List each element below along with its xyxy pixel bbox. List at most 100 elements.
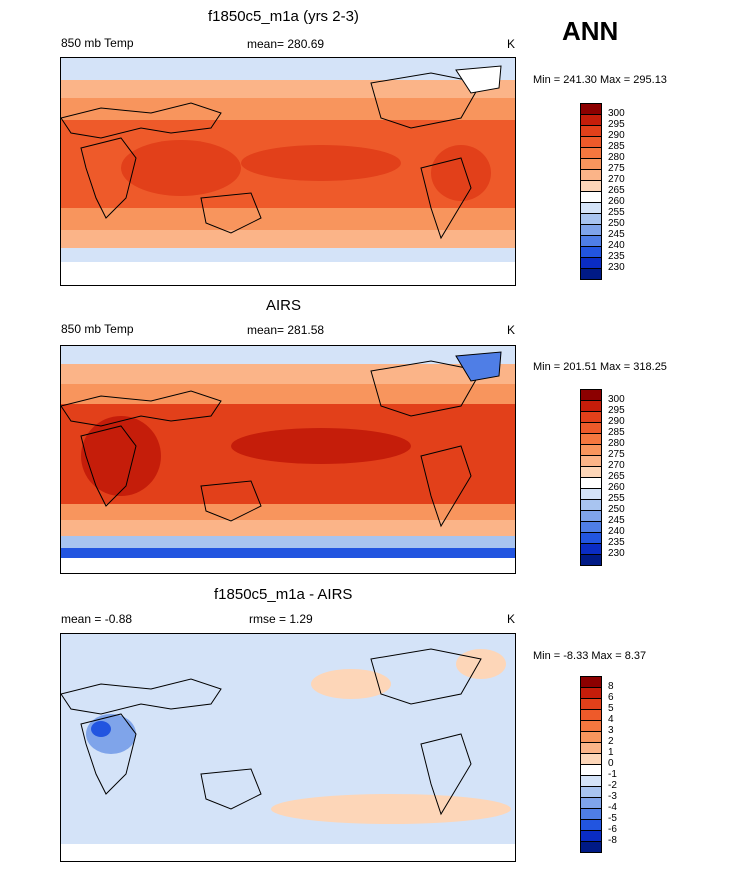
panel1-band-north-mid bbox=[61, 80, 515, 98]
panel3-coast-eurasia bbox=[61, 678, 222, 715]
panel1-variable-label: 850 mb Temp bbox=[61, 36, 134, 50]
colorbar-label: 275 bbox=[608, 449, 625, 460]
colorbar-label: 280 bbox=[608, 152, 625, 163]
colorbar-label: 290 bbox=[608, 416, 625, 427]
colorbar-label: -4 bbox=[608, 802, 617, 813]
panel2-greenland bbox=[455, 351, 502, 382]
panel2-map bbox=[60, 345, 516, 574]
colorbar-label: 6 bbox=[608, 692, 614, 703]
panel1-coast-eurasia bbox=[61, 102, 222, 139]
panel3-strong-negative-africa bbox=[91, 721, 111, 737]
panel3-map bbox=[60, 633, 516, 862]
season-label: ANN bbox=[562, 16, 619, 46]
panel1-warm-indian bbox=[121, 140, 241, 196]
colorbar-label: 245 bbox=[608, 515, 625, 526]
panel2-antarctica bbox=[61, 558, 515, 573]
panel1-coast-namerica bbox=[370, 72, 482, 129]
panel3-coast-namerica bbox=[370, 648, 482, 705]
panel3-title: f1850c5_m1a - AIRS bbox=[214, 586, 353, 603]
colorbar-label: 230 bbox=[608, 262, 625, 273]
panel1-band-south-warm bbox=[61, 208, 515, 230]
panel2-coast-namerica bbox=[370, 360, 482, 417]
panel1-greenland bbox=[455, 65, 502, 94]
colorbar-label: -1 bbox=[608, 769, 617, 780]
colorbar-label: 235 bbox=[608, 251, 625, 262]
panel2-coast-eurasia bbox=[61, 390, 222, 427]
colorbar-label: 285 bbox=[608, 141, 625, 152]
panel3-units: K bbox=[507, 612, 516, 626]
colorbar-swatch bbox=[580, 841, 602, 853]
panel2-band-north-cold bbox=[61, 346, 515, 364]
colorbar-label: -6 bbox=[608, 824, 617, 835]
colorbar-label: 260 bbox=[608, 482, 625, 493]
panel2-hot-pacific bbox=[231, 428, 411, 464]
panel3-coast-australia bbox=[200, 768, 262, 810]
panel3-mean-label: mean = -0.88 bbox=[61, 612, 133, 626]
panel1-band-south-cool bbox=[61, 248, 515, 262]
panel2-band-north-warm bbox=[61, 384, 515, 404]
colorbar-label: 245 bbox=[608, 229, 625, 240]
panel1-warm-samerica bbox=[431, 145, 491, 201]
panel2-coast-australia bbox=[200, 480, 262, 522]
panel1-coast-africa bbox=[80, 137, 137, 219]
colorbar-label: -8 bbox=[608, 835, 617, 846]
panel2-band-south-mid bbox=[61, 520, 515, 536]
colorbar-label: 275 bbox=[608, 163, 625, 174]
panel2-hot-africa bbox=[81, 416, 161, 496]
colorbar-label: 270 bbox=[608, 460, 625, 471]
panel2-units: K bbox=[507, 323, 516, 337]
panel2-band-south-cold bbox=[61, 548, 515, 558]
colorbar-label: 285 bbox=[608, 427, 625, 438]
panel1-units: K bbox=[507, 37, 516, 51]
panel2-coast-africa bbox=[80, 425, 137, 507]
panel1-band-north-warm bbox=[61, 98, 515, 120]
colorbar-label: 290 bbox=[608, 130, 625, 141]
panel2-band-south-cool bbox=[61, 536, 515, 548]
panel1-mean-label: mean= 280.69 bbox=[247, 37, 325, 51]
colorbar-label: 295 bbox=[608, 119, 625, 130]
panel1-map bbox=[60, 57, 516, 286]
panel1-coast-samerica bbox=[420, 157, 472, 240]
panel3-rmse-label: rmse = 1.29 bbox=[249, 612, 313, 626]
colorbar-label: 250 bbox=[608, 504, 625, 515]
panel2-band-north-mid bbox=[61, 364, 515, 384]
colorbar-label: 270 bbox=[608, 174, 625, 185]
colorbar-label: 280 bbox=[608, 438, 625, 449]
panel3-map-svg bbox=[61, 634, 515, 861]
panel1-coast-australia bbox=[200, 192, 262, 234]
panel3-antarctica bbox=[61, 844, 515, 861]
panel2-coast-samerica bbox=[420, 445, 472, 528]
panel1-antarctica bbox=[61, 262, 515, 285]
colorbar-label: 240 bbox=[608, 240, 625, 251]
colorbar-label: 1 bbox=[608, 747, 614, 758]
panel3-coast-samerica bbox=[420, 733, 472, 816]
colorbar-label: 300 bbox=[608, 394, 625, 405]
colorbar-label: 230 bbox=[608, 548, 625, 559]
panel2-mean-label: mean= 281.58 bbox=[247, 323, 325, 337]
colorbar-label: 240 bbox=[608, 526, 625, 537]
panel1-map-svg bbox=[61, 58, 515, 285]
colorbar-label: 255 bbox=[608, 207, 625, 218]
panel3-positive-south bbox=[271, 794, 511, 824]
panel3-positive-greenland bbox=[456, 649, 506, 679]
panel3-coast-africa bbox=[80, 713, 137, 795]
colorbar-label: 8 bbox=[608, 681, 614, 692]
colorbar-label: 300 bbox=[608, 108, 625, 119]
colorbar-label: 255 bbox=[608, 493, 625, 504]
colorbar-label: 2 bbox=[608, 736, 614, 747]
colorbar-label: 4 bbox=[608, 714, 614, 725]
colorbar-label: 3 bbox=[608, 725, 614, 736]
panel2-title: AIRS bbox=[266, 297, 302, 314]
colorbar-label: 235 bbox=[608, 537, 625, 548]
colorbar-label: 250 bbox=[608, 218, 625, 229]
colorbar-label: -3 bbox=[608, 791, 617, 802]
colorbar-label: -2 bbox=[608, 780, 617, 791]
colorbar-label: 5 bbox=[608, 703, 614, 714]
panel1-band-south-mid bbox=[61, 230, 515, 248]
panel3-base bbox=[61, 634, 515, 861]
panel2-variable-label: 850 mb Temp bbox=[61, 322, 134, 336]
panel2-map-svg bbox=[61, 346, 515, 573]
colorbar-label: 295 bbox=[608, 405, 625, 416]
panel3-positive-north bbox=[311, 669, 391, 699]
panel1-title: f1850c5_m1a (yrs 2-3) bbox=[208, 8, 359, 25]
